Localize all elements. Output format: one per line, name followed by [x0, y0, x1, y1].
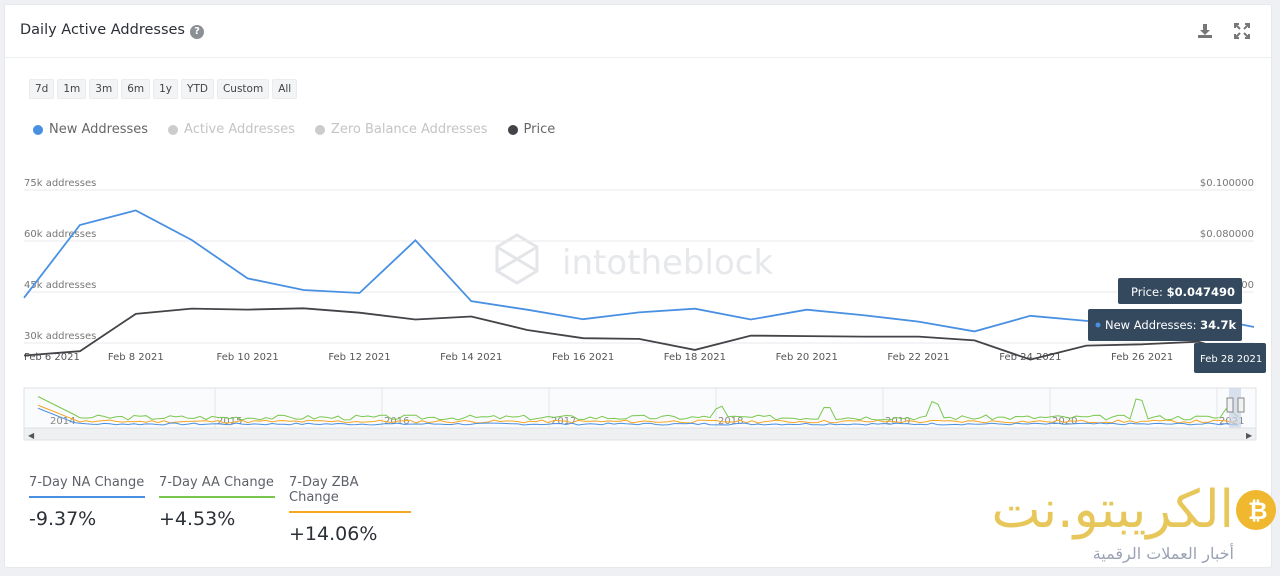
kpi-value: +14.06% — [289, 523, 378, 545]
legend-price[interactable]: Price — [507, 122, 555, 137]
navigator-year-label: 2019 — [885, 416, 910, 427]
chart-card: Daily Active Addresses ? 7d 1m 3m 6m 1y … — [4, 4, 1272, 568]
legend-zero-balance-addresses[interactable]: Zero Balance Addresses — [314, 122, 488, 137]
range-7d-button[interactable]: 7d — [29, 79, 55, 99]
x-tick-label: Feb 26 2021 — [1111, 352, 1173, 363]
range-1y-button[interactable]: 1y — [153, 79, 179, 99]
y-left-tick-label: 45k addresses — [24, 280, 96, 291]
tooltip: Price: $0.047490 New Addresses: 34.7k Feb … — [1088, 278, 1266, 373]
scroll-right-icon[interactable]: ▶ — [1246, 431, 1253, 440]
range-1m-button[interactable]: 1m — [57, 79, 87, 99]
x-tick-label: Feb 22 2021 — [887, 352, 949, 363]
x-tick-label: Feb 6 2021 — [24, 352, 80, 363]
navigator-year-label: 2015 — [217, 416, 242, 427]
download-icon[interactable] — [1196, 22, 1214, 40]
question-circle-icon[interactable]: ? — [190, 25, 204, 39]
range-selector: 7d 1m 3m 6m 1y YTD Custom All — [29, 79, 298, 99]
tooltip-date: Feb 28 2021 — [1200, 354, 1262, 365]
navigator-year-label: 2014 — [50, 416, 75, 427]
kpi-label: 7-Day AA Change — [159, 475, 275, 498]
range-6m-button[interactable]: 6m — [121, 79, 151, 99]
navigator-aa-line — [37, 396, 1239, 421]
tooltip-new-addresses: New Addresses: 34.7k — [1105, 318, 1237, 332]
kpi-aa-change: 7-Day AA Change +4.53% — [159, 475, 275, 545]
y-left-tick-label: 30k addresses — [24, 331, 96, 342]
kpi-value: -9.37% — [29, 508, 97, 530]
kpi-label: 7-Day ZBA Change — [289, 475, 411, 513]
legend-new-addresses[interactable]: New Addresses — [33, 122, 148, 137]
y-left-tick-label: 60k addresses — [24, 229, 96, 240]
range-ytd-button[interactable]: YTD — [181, 79, 214, 99]
navigator-zba-line — [37, 404, 1239, 424]
scroll-left-icon[interactable]: ◀ — [28, 431, 35, 440]
y-right-tick-label: $0.080000 — [1200, 229, 1254, 240]
page-title: Daily Active Addresses — [20, 22, 185, 38]
y-right-tick-label: $0.100000 — [1200, 178, 1254, 189]
watermark: intotheblock — [495, 233, 773, 285]
navigator-handle-left[interactable] — [1226, 397, 1234, 413]
series-line-price[interactable] — [23, 307, 1255, 361]
x-tick-label: Feb 20 2021 — [776, 352, 838, 363]
kpi-row: 7-Day NA Change -9.37% 7-Day AA Change +… — [29, 475, 411, 545]
tooltip-price: Price: $0.047490 — [1131, 285, 1235, 299]
x-tick-label: Feb 8 2021 — [108, 352, 164, 363]
chart-legend: New Addresses Active Addresses Zero Bala… — [33, 122, 555, 137]
brand-name: الكريبتو.نت — [991, 480, 1234, 540]
y-left-tick-label: 75k addresses — [24, 178, 96, 189]
x-tick-label: Feb 16 2021 — [552, 352, 614, 363]
range-custom-button[interactable]: Custom — [216, 79, 270, 99]
x-tick-label: Feb 24 2021 — [999, 352, 1061, 363]
navigator-scrollbar[interactable] — [23, 427, 1257, 441]
kpi-na-change: 7-Day NA Change -9.37% — [29, 475, 145, 545]
chart-area: intotheblock 30k addresses 45k addresses 6… — [23, 178, 1266, 441]
x-tick-label: Feb 14 2021 — [440, 352, 502, 363]
navigator[interactable]: 20142015201620172018201920202021◀▶ — [23, 387, 1257, 441]
navigator-handle-right[interactable] — [1237, 397, 1245, 413]
kpi-zba-change: 7-Day ZBA Change +14.06% — [289, 475, 411, 545]
watermark-text: intotheblock — [562, 243, 773, 283]
svg-text:₿: ₿ — [1248, 497, 1268, 525]
series-line-new-addresses[interactable] — [23, 209, 1255, 333]
bitcoin-coin-icon: ₿ — [1236, 490, 1276, 530]
navigator-year-label: 2020 — [1052, 416, 1077, 427]
brand-tagline: أخبار العملات الرقمية — [1092, 544, 1234, 563]
navigator-year-label: 2017 — [551, 416, 576, 427]
x-tick-label: Feb 18 2021 — [664, 352, 726, 363]
range-all-button[interactable]: All — [272, 79, 298, 99]
navigator-na-line — [37, 407, 1239, 426]
kpi-value: +4.53% — [159, 508, 236, 530]
site-logo: ₿ الكريبتو.نت أخبار العملات الرقمية — [930, 480, 1280, 576]
range-3m-button[interactable]: 3m — [89, 79, 119, 99]
x-tick-label: Feb 10 2021 — [217, 352, 279, 363]
kpi-label: 7-Day NA Change — [29, 475, 145, 498]
expand-icon[interactable] — [1233, 22, 1251, 40]
x-tick-label: Feb 12 2021 — [328, 352, 390, 363]
card-header: Daily Active Addresses ? — [5, 5, 1271, 58]
legend-active-addresses[interactable]: Active Addresses — [168, 122, 295, 137]
